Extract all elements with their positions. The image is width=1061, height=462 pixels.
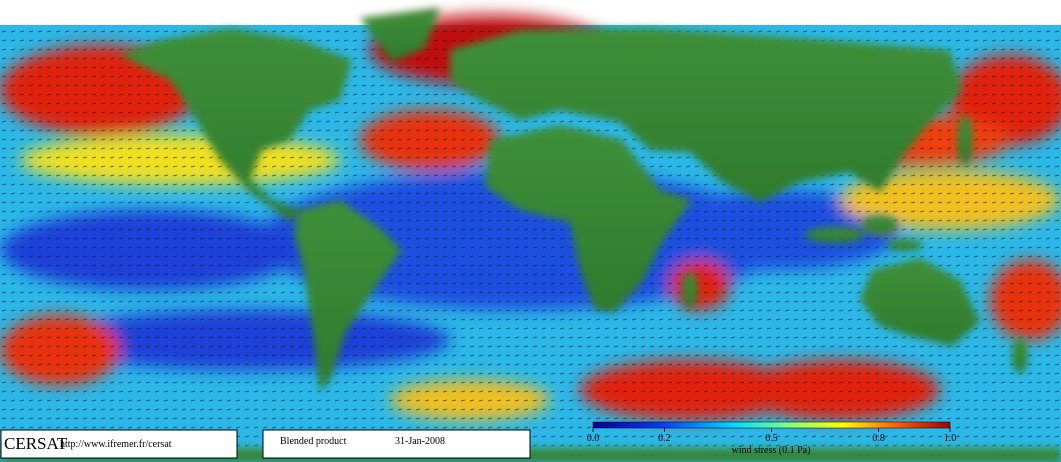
colorbar-ramp (592, 421, 951, 429)
colorbar-tick-label: 0.0 (587, 433, 600, 444)
logo: CERSAT (4, 434, 68, 453)
product-box (262, 429, 531, 459)
colorbar-title: wind stress (0.1 Pa) (732, 445, 811, 456)
colorbar-tick-label: 0.5 (765, 433, 778, 444)
product: Blended product (280, 436, 347, 447)
colorbar-tick-label: 0.8 (872, 433, 885, 444)
footer: CERSAT http://www.ifremer.fr/cersat Blen… (0, 429, 531, 459)
colorbar-tick-label: 1.0 (944, 433, 957, 444)
date: 31-Jan-2008 (395, 436, 445, 447)
colorbar: wind stress (0.1 Pa) 0.0 0.2 0.5 0.8 1.0 (587, 421, 957, 456)
logo-box (0, 429, 238, 459)
url: http://www.ifremer.fr/cersat (60, 439, 172, 450)
land (0, 8, 1061, 462)
colorbar-tick-label: 0.2 (658, 433, 671, 444)
